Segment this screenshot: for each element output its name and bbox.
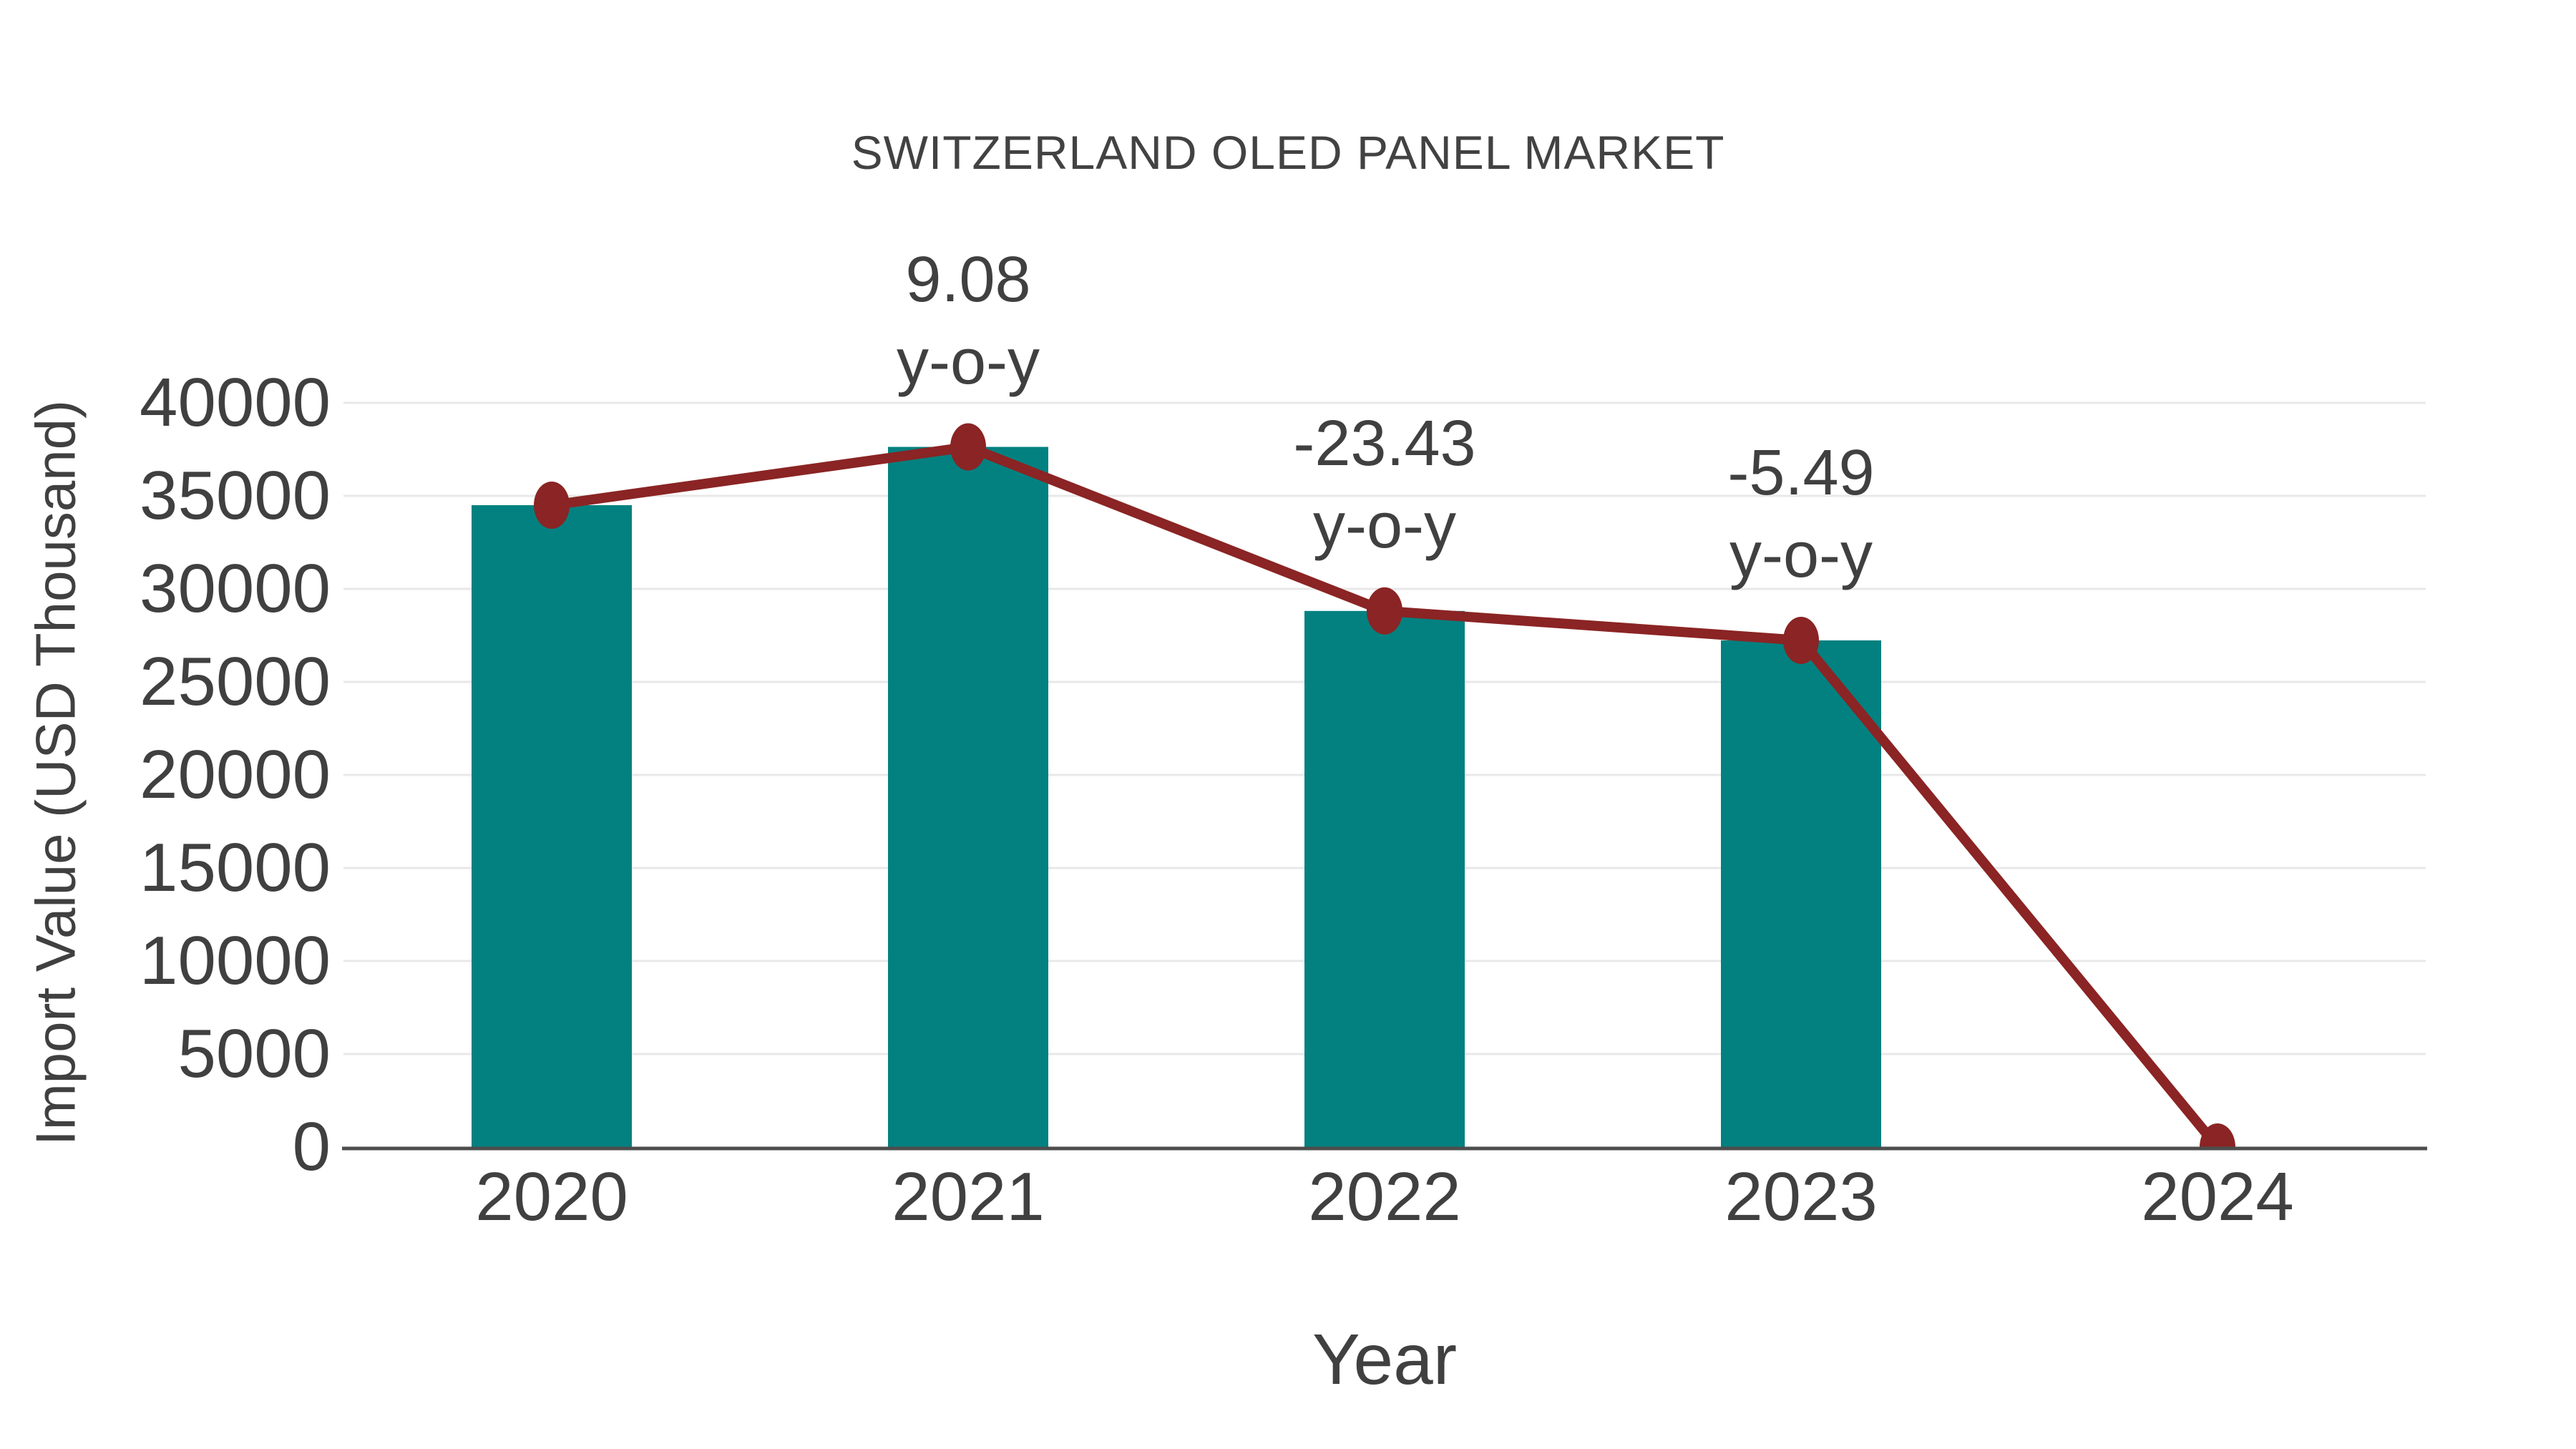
x-tick-label: 2024 <box>2141 1158 2294 1235</box>
annotation-label: y-o-y <box>1729 519 1873 591</box>
x-axis-title: Year <box>1312 1319 1458 1400</box>
y-tick-label: 30000 <box>140 550 331 627</box>
line-marker-2020 <box>534 482 570 529</box>
bar-2022 <box>1304 610 1465 1147</box>
annotation-2022: -23.43 y-o-y <box>1163 403 1606 567</box>
bar-2021 <box>888 447 1048 1147</box>
line-marker-2023 <box>1783 616 1819 664</box>
annotation-value: -5.49 <box>1727 436 1875 509</box>
annotation-label: y-o-y <box>1313 489 1456 562</box>
line-marker-2021 <box>950 423 986 471</box>
line-marker-2022 <box>1367 587 1402 635</box>
y-tick-label: 40000 <box>140 364 331 441</box>
y-tick-label: 35000 <box>140 457 331 534</box>
line-marker-2024 <box>2200 1123 2235 1147</box>
y-tick-label: 5000 <box>177 1015 331 1092</box>
x-tick-label: 2021 <box>892 1158 1045 1235</box>
x-tick-label: 2022 <box>1308 1158 1461 1235</box>
y-tick-label: 15000 <box>140 829 331 906</box>
y-tick-label: 20000 <box>140 736 331 813</box>
x-tick-label: 2023 <box>1724 1158 1878 1235</box>
bar-2020 <box>472 505 632 1147</box>
chart-title: SWITZERLAND OLED PANEL MARKET <box>851 126 1725 179</box>
y-tick-label: 10000 <box>140 922 331 999</box>
bar-2023 <box>1721 640 1881 1147</box>
y-axis-title: Import Value (USD Thousand) <box>24 400 87 1146</box>
x-tick-label: 2020 <box>475 1158 628 1235</box>
annotation-2021: 9.08 y-o-y <box>746 239 1190 404</box>
annotation-value: 9.08 <box>905 243 1031 316</box>
y-tick-label: 25000 <box>140 643 331 720</box>
trend-line-group <box>534 423 2235 1147</box>
annotation-label: y-o-y <box>897 326 1040 398</box>
y-tick-label: 0 <box>292 1108 331 1185</box>
annotation-value: -23.43 <box>1293 407 1476 479</box>
annotation-2023: -5.49 y-o-y <box>1579 432 2023 597</box>
